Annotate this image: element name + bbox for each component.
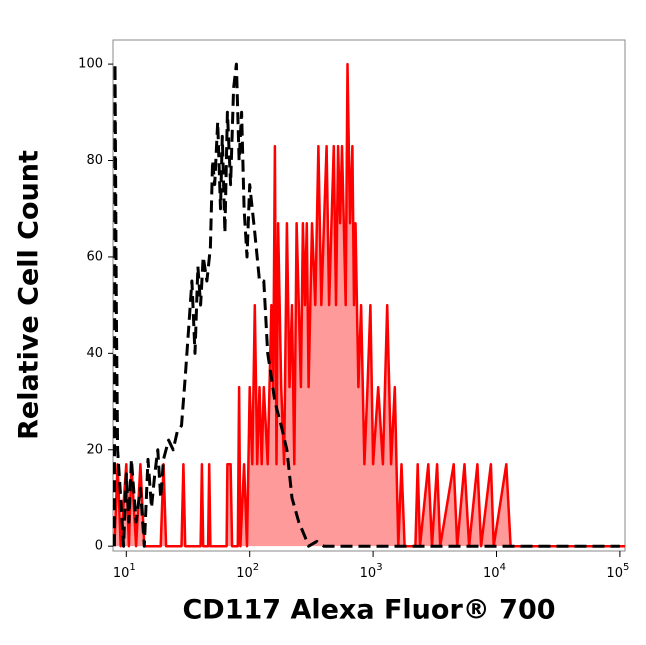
x-axis-label: CD117 Alexa Fluor® 700	[182, 595, 555, 626]
x-tick-exponent: 3	[376, 562, 382, 573]
y-tick-label: 40	[86, 346, 103, 361]
x-tick-exponent: 5	[623, 562, 629, 573]
x-tick-label: 102	[236, 562, 259, 581]
y-tick-label: 0	[95, 539, 103, 554]
x-tick-exponent: 4	[500, 562, 506, 573]
x-tick-exponent: 2	[253, 562, 259, 573]
x-tick-label: 105	[606, 562, 629, 581]
x-tick-label: 103	[360, 562, 383, 581]
x-tick-base: 10	[113, 566, 130, 581]
histogram-area	[114, 64, 626, 547]
x-tick-base: 10	[606, 566, 623, 581]
plot-frame	[112, 39, 626, 552]
histogram-line	[113, 62, 625, 548]
x-tick-base: 10	[360, 566, 377, 581]
y-tick-label: 80	[86, 153, 103, 168]
y-axis-label: Relative Cell Count	[14, 150, 45, 440]
y-tick-label: 100	[78, 57, 103, 72]
x-tick-label: 104	[483, 562, 506, 581]
x-tick-base: 10	[236, 566, 253, 581]
y-tick-label: 60	[86, 249, 103, 264]
histogram-line	[112, 62, 620, 548]
x-tick-label: 101	[113, 562, 136, 581]
x-tick-exponent: 1	[129, 562, 135, 573]
y-tick-label: 20	[86, 442, 103, 457]
x-tick-base: 10	[483, 566, 500, 581]
